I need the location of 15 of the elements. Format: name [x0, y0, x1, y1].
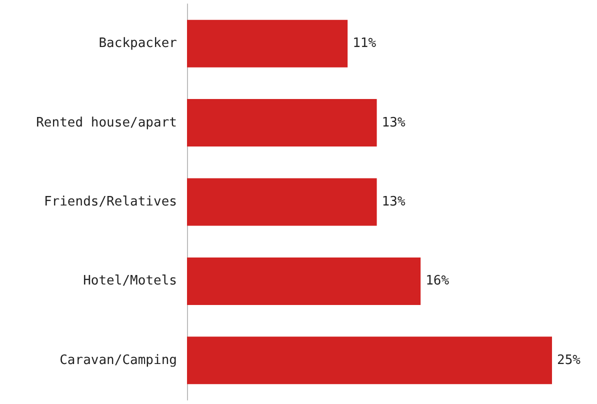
y-tick-label: Rented house/apart — [36, 115, 177, 130]
bar — [187, 336, 552, 384]
data-label: 25% — [557, 352, 581, 368]
bar — [187, 257, 421, 305]
data-label: 13% — [382, 115, 406, 130]
y-tick-label: Caravan/Camping — [60, 352, 177, 368]
data-label: 13% — [382, 194, 406, 210]
y-tick-label: Friends/Relatives — [44, 194, 177, 210]
y-tick-label: Hotel/Motels — [83, 274, 177, 289]
y-tick-label: Backpacker — [98, 36, 178, 52]
bar — [187, 99, 377, 147]
data-label: 16% — [426, 274, 450, 289]
bar — [187, 178, 377, 226]
data-label: 11% — [352, 36, 376, 52]
bar — [187, 20, 348, 68]
